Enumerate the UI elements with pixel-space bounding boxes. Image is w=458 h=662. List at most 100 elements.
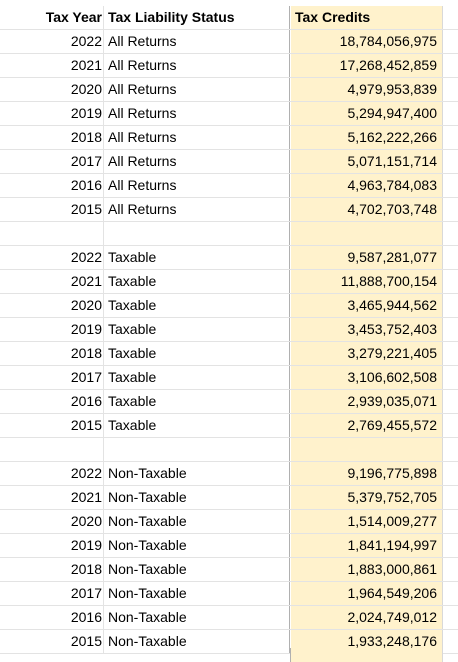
- header-cell-tax-credits[interactable]: Tax Credits: [291, 6, 443, 29]
- empty-cell[interactable]: [443, 78, 458, 101]
- empty-cell[interactable]: [443, 510, 458, 533]
- cell-tax-credits[interactable]: 2,769,455,572: [291, 414, 443, 437]
- empty-cell[interactable]: [443, 150, 458, 173]
- cell-tax-year[interactable]: 2017: [0, 150, 104, 173]
- cell-tax-liability-status[interactable]: All Returns: [104, 30, 290, 53]
- cell-tax-credits[interactable]: 1,883,000,861: [291, 558, 443, 581]
- cell-tax-year[interactable]: 2016: [0, 174, 104, 197]
- cell-tax-year[interactable]: 2019: [0, 102, 104, 125]
- cell-tax-year[interactable]: 2018: [0, 126, 104, 149]
- cell-tax-liability-status[interactable]: All Returns: [104, 126, 290, 149]
- cell-tax-credits[interactable]: 2,939,035,071: [291, 390, 443, 413]
- empty-cell[interactable]: [443, 534, 458, 557]
- cell-tax-liability-status[interactable]: [104, 222, 290, 245]
- empty-cell[interactable]: [443, 366, 458, 389]
- cell-tax-liability-status[interactable]: Non-Taxable: [104, 606, 290, 629]
- cell-tax-year[interactable]: 2022: [0, 246, 104, 269]
- cell-tax-year[interactable]: 2015: [0, 414, 104, 437]
- cell-tax-liability-status[interactable]: All Returns: [104, 102, 290, 125]
- cell-tax-liability-status[interactable]: Taxable: [104, 318, 290, 341]
- cell-tax-year[interactable]: 2018: [0, 558, 104, 581]
- cell-tax-year[interactable]: 2019: [0, 318, 104, 341]
- cell-tax-year[interactable]: 2019: [0, 534, 104, 557]
- cell-tax-credits[interactable]: 3,453,752,403: [291, 318, 443, 341]
- cell-tax-credits[interactable]: 9,196,775,898: [291, 462, 443, 485]
- cell-tax-credits[interactable]: 1,933,248,176: [291, 630, 443, 653]
- cell-tax-year[interactable]: 2020: [0, 510, 104, 533]
- cell-tax-liability-status[interactable]: All Returns: [104, 54, 290, 77]
- cell-tax-liability-status[interactable]: All Returns: [104, 174, 290, 197]
- empty-cell[interactable]: [443, 582, 458, 605]
- cell-tax-liability-status[interactable]: Non-Taxable: [104, 630, 290, 653]
- cell-tax-credits[interactable]: 1,514,009,277: [291, 510, 443, 533]
- empty-cell[interactable]: [443, 390, 458, 413]
- cell-tax-credits[interactable]: 2,024,749,012: [291, 606, 443, 629]
- cell-tax-year[interactable]: 2020: [0, 78, 104, 101]
- cell-tax-year[interactable]: 2016: [0, 606, 104, 629]
- cell-tax-credits[interactable]: 4,979,953,839: [291, 78, 443, 101]
- empty-cell[interactable]: [443, 222, 458, 245]
- cell-tax-liability-status[interactable]: Non-Taxable: [104, 462, 290, 485]
- cell-tax-credits[interactable]: 5,294,947,400: [291, 102, 443, 125]
- cell-tax-liability-status[interactable]: All Returns: [104, 150, 290, 173]
- cell-tax-credits[interactable]: 4,702,703,748: [291, 198, 443, 221]
- empty-cell[interactable]: [443, 6, 458, 29]
- cell-tax-credits[interactable]: 9,587,281,077: [291, 246, 443, 269]
- empty-cell[interactable]: [443, 414, 458, 437]
- empty-cell[interactable]: [443, 438, 458, 461]
- empty-cell[interactable]: [443, 630, 458, 653]
- header-cell-tax-liability-status[interactable]: Tax Liability Status: [104, 6, 290, 29]
- cell-tax-liability-status[interactable]: All Returns: [104, 198, 290, 221]
- cell-tax-year[interactable]: 2015: [0, 198, 104, 221]
- cell-tax-year[interactable]: 2018: [0, 342, 104, 365]
- empty-cell[interactable]: [443, 126, 458, 149]
- empty-cell[interactable]: [443, 318, 458, 341]
- cell-tax-liability-status[interactable]: Taxable: [104, 270, 290, 293]
- cell-tax-credits[interactable]: 4,963,784,083: [291, 174, 443, 197]
- empty-cell[interactable]: [443, 486, 458, 509]
- cell-tax-credits[interactable]: [291, 222, 443, 245]
- empty-cell[interactable]: [443, 294, 458, 317]
- empty-cell[interactable]: [443, 462, 458, 485]
- cell-tax-credits[interactable]: 5,379,752,705: [291, 486, 443, 509]
- empty-cell[interactable]: [443, 606, 458, 629]
- cell-tax-liability-status[interactable]: Taxable: [104, 294, 290, 317]
- empty-cell[interactable]: [443, 246, 458, 269]
- empty-cell[interactable]: [443, 270, 458, 293]
- cell-tax-year[interactable]: 2020: [0, 294, 104, 317]
- cell-tax-liability-status[interactable]: [104, 438, 290, 461]
- empty-cell[interactable]: [443, 342, 458, 365]
- cell-tax-liability-status[interactable]: Taxable: [104, 390, 290, 413]
- cell-tax-credits[interactable]: 1,841,194,997: [291, 534, 443, 557]
- cell-tax-credits[interactable]: 17,268,452,859: [291, 54, 443, 77]
- cell-tax-credits[interactable]: 3,106,602,508: [291, 366, 443, 389]
- cell-tax-liability-status[interactable]: Taxable: [104, 366, 290, 389]
- cell-tax-year[interactable]: 2015: [0, 630, 104, 653]
- cell-tax-year[interactable]: 2016: [0, 390, 104, 413]
- cell-tax-year[interactable]: 2022: [0, 462, 104, 485]
- empty-cell[interactable]: [443, 558, 458, 581]
- empty-cell[interactable]: [443, 102, 458, 125]
- cell-tax-credits[interactable]: 5,071,151,714: [291, 150, 443, 173]
- empty-cell[interactable]: [443, 30, 458, 53]
- empty-cell[interactable]: [443, 54, 458, 77]
- cell-tax-year[interactable]: 2021: [0, 486, 104, 509]
- cell-tax-year[interactable]: [0, 222, 104, 245]
- cell-tax-year[interactable]: 2022: [0, 30, 104, 53]
- empty-cell[interactable]: [443, 174, 458, 197]
- cell-tax-year[interactable]: [0, 438, 104, 461]
- cell-tax-credits[interactable]: 5,162,222,266: [291, 126, 443, 149]
- cell-tax-year[interactable]: 2021: [0, 270, 104, 293]
- cell-tax-credits[interactable]: 3,465,944,562: [291, 294, 443, 317]
- cell-tax-credits[interactable]: 11,888,700,154: [291, 270, 443, 293]
- cell-tax-year[interactable]: 2017: [0, 366, 104, 389]
- cell-tax-credits[interactable]: [291, 438, 443, 461]
- cell-tax-liability-status[interactable]: Non-Taxable: [104, 534, 290, 557]
- header-cell-tax-year[interactable]: Tax Year: [0, 6, 104, 29]
- cell-tax-credits[interactable]: 1,964,549,206: [291, 582, 443, 605]
- cell-tax-liability-status[interactable]: Non-Taxable: [104, 582, 290, 605]
- tax-credits-column-fill[interactable]: [291, 648, 443, 662]
- cell-tax-year[interactable]: 2017: [0, 582, 104, 605]
- cell-tax-liability-status[interactable]: Non-Taxable: [104, 486, 290, 509]
- cell-tax-liability-status[interactable]: All Returns: [104, 78, 290, 101]
